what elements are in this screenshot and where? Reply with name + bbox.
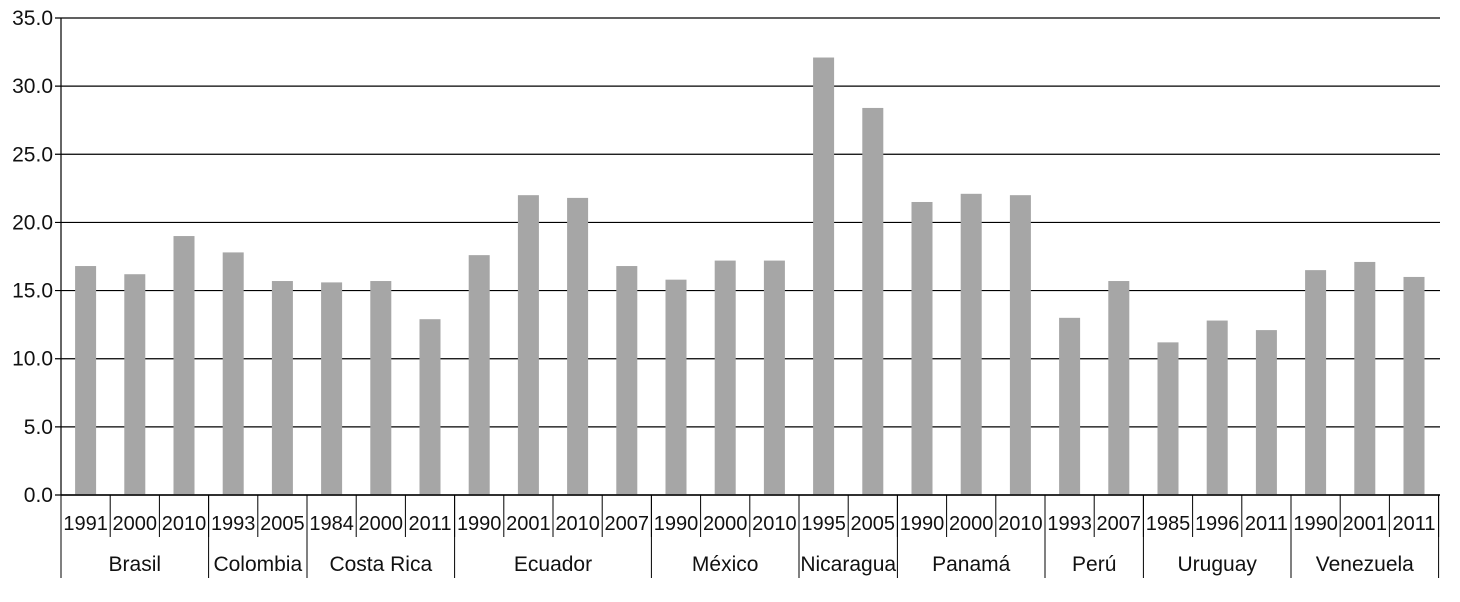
- bar: [1059, 317, 1081, 495]
- bar: [517, 195, 539, 495]
- x-tick-label-year: 1995: [801, 513, 846, 535]
- y-tick-label: 5.0: [24, 416, 53, 439]
- x-group-label-country: México: [692, 553, 759, 576]
- x-tick-label-year: 1990: [457, 513, 502, 535]
- bar: [1206, 320, 1228, 495]
- y-tick-label: 10.0: [12, 348, 53, 371]
- x-tick-label-year: 1991: [63, 513, 108, 535]
- bar: [862, 107, 884, 495]
- x-tick-label-year: 2011: [1392, 513, 1435, 535]
- x-tick-label-year: 1996: [1195, 513, 1240, 535]
- x-group-label-country: Nicaragua: [800, 553, 896, 576]
- bar: [370, 281, 392, 495]
- bar: [173, 236, 195, 496]
- bar: [321, 282, 343, 495]
- y-tick-label: 25.0: [12, 143, 53, 166]
- x-tick-label-year: 1990: [654, 513, 699, 535]
- bar: [419, 319, 441, 495]
- x-group-label-country: Panamá: [932, 553, 1011, 576]
- x-group-label-country: Brasil: [109, 553, 162, 576]
- x-tick-label-year: 2001: [506, 513, 551, 535]
- x-tick-label-year: 1993: [211, 513, 256, 535]
- grid-lines: [55, 17, 1440, 496]
- x-tick-label-year: 1990: [1293, 513, 1338, 535]
- x-tick-label-year: 2000: [949, 513, 994, 535]
- x-tick-label-year: 2010: [998, 513, 1043, 535]
- bar: [911, 201, 933, 495]
- x-group-label-country: Uruguay: [1178, 553, 1258, 576]
- x-tick-label-year: 2011: [1245, 513, 1288, 535]
- x-group-label-country: Colombia: [213, 553, 302, 576]
- y-tick-label: 20.0: [12, 211, 53, 234]
- y-tick-label: 0.0: [24, 484, 53, 507]
- bar: [567, 197, 589, 495]
- bar: [1403, 276, 1425, 495]
- x-tick-label-year: 2001: [1343, 513, 1388, 535]
- x-tick-label-year: 2000: [359, 513, 404, 535]
- x-tick-label-year: 1993: [1047, 513, 1092, 535]
- bar: [1108, 281, 1130, 495]
- x-group-label-country: Ecuador: [514, 553, 592, 576]
- x-tick-label-year: 1985: [1146, 513, 1191, 535]
- bar: [1354, 261, 1376, 495]
- bar: [222, 252, 244, 495]
- axes: [60, 18, 1440, 578]
- x-tick-label-year: 2007: [605, 513, 650, 535]
- x-tick-label-year: 2010: [555, 513, 600, 535]
- x-group-label-country: Venezuela: [1316, 553, 1414, 576]
- bar: [1305, 270, 1327, 495]
- bar-series: [75, 57, 1425, 496]
- bar: [1255, 330, 1277, 495]
- bar: [124, 274, 146, 495]
- x-tick-label-year: 2007: [1097, 513, 1142, 535]
- y-tick-label: 15.0: [12, 280, 53, 303]
- x-tick-label-year: 2005: [260, 513, 305, 535]
- bar: [1157, 342, 1179, 495]
- bar: [1009, 195, 1031, 495]
- bar: [271, 281, 293, 495]
- bar: [960, 193, 982, 495]
- x-group-label-country: Perú: [1072, 553, 1116, 576]
- bar: [468, 255, 490, 495]
- y-tick-label: 35.0: [12, 7, 53, 30]
- bar: [665, 279, 687, 495]
- x-tick-label-year: 1984: [309, 513, 354, 535]
- x-tick-label-year: 2011: [408, 513, 451, 535]
- x-tick-label-year: 2010: [162, 513, 207, 535]
- bar: [616, 266, 638, 495]
- bar: [813, 57, 835, 495]
- x-tick-label-year: 1990: [900, 513, 945, 535]
- x-tick-label-year: 2000: [113, 513, 158, 535]
- x-group-label-country: Costa Rica: [329, 553, 432, 576]
- x-tick-label-year: 2010: [752, 513, 797, 535]
- bar: [763, 260, 785, 495]
- x-tick-label-year: 2005: [851, 513, 896, 535]
- x-tick-label-year: 2000: [703, 513, 748, 535]
- bar: [75, 266, 97, 495]
- bar: [714, 260, 736, 495]
- y-tick-label: 30.0: [12, 75, 53, 98]
